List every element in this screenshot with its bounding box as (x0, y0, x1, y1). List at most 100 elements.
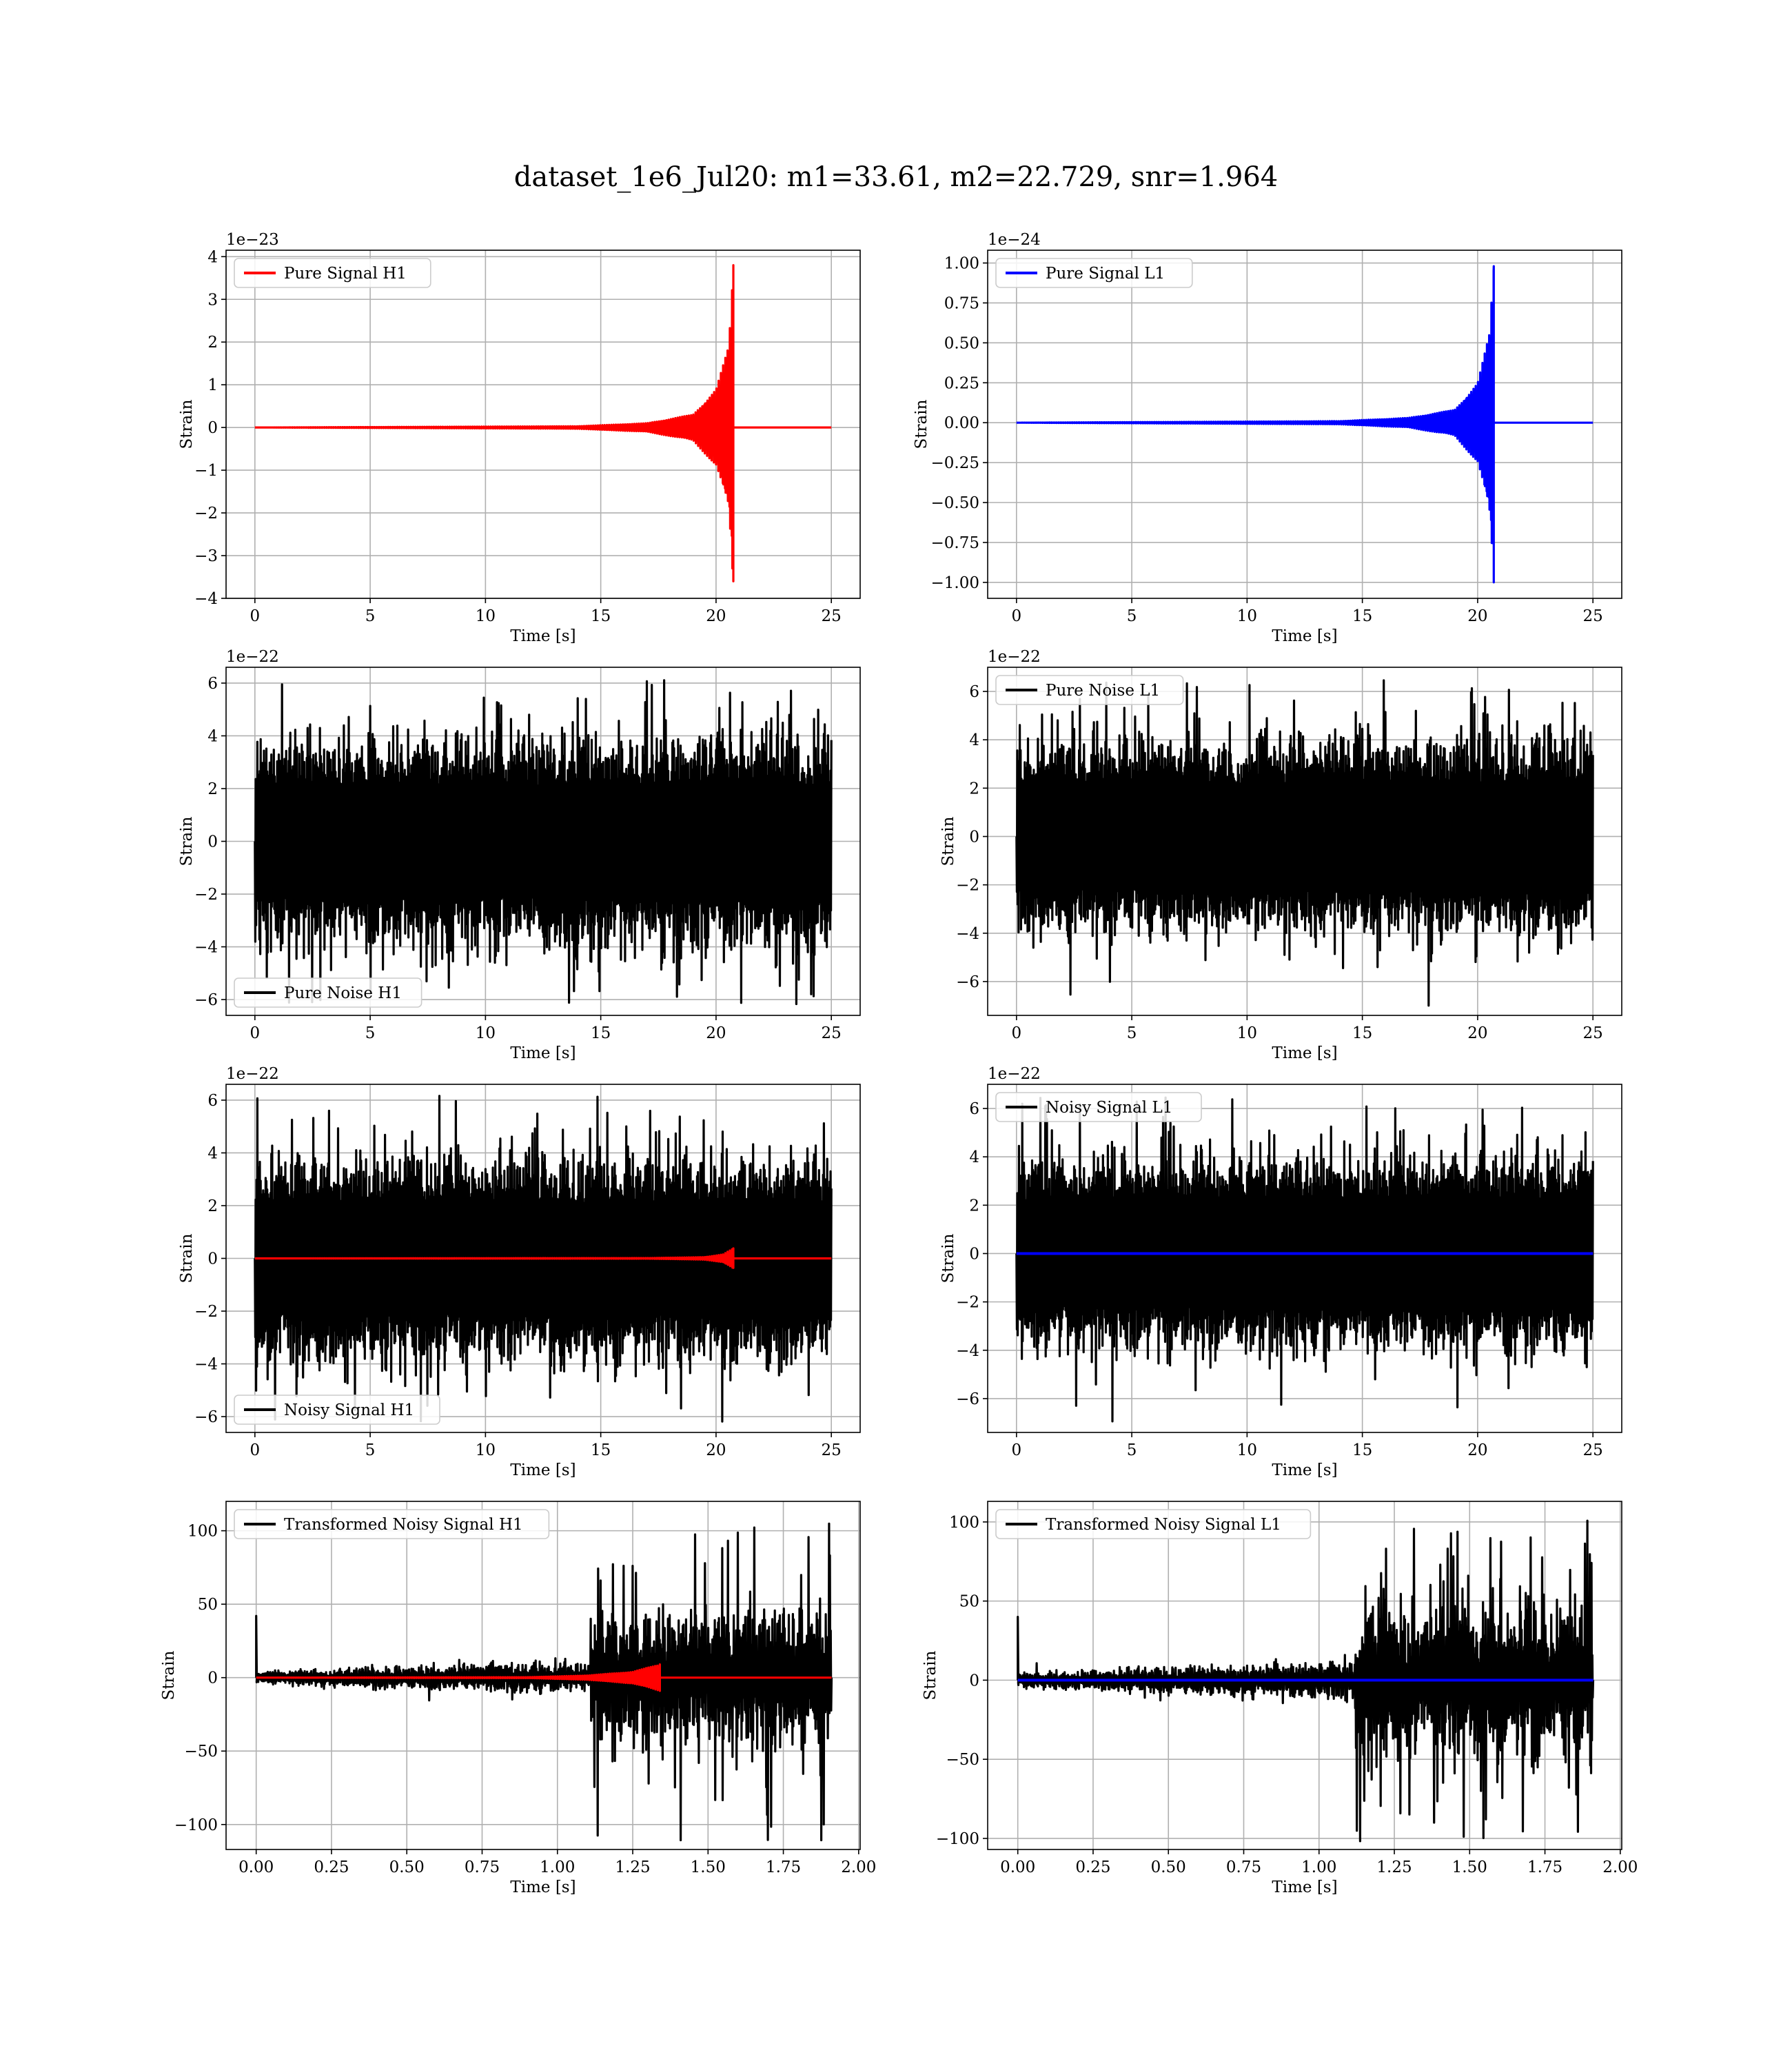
y-tick-label: 2 (207, 780, 218, 798)
x-tick-label: 1.25 (1376, 1858, 1412, 1876)
legend: Transformed Noisy Signal H1 (234, 1509, 550, 1539)
x-tick-label: 25 (1583, 1441, 1603, 1459)
axes-frame (225, 1501, 861, 1850)
x-tick-label: 2.00 (1602, 1858, 1638, 1876)
x-tick-label: 0 (250, 1024, 260, 1042)
y-tick-label: −2 (194, 505, 218, 523)
subplot-bottom-left: 0.00 0.25 0.50 0.75 1.00 1.25 1.50 1.75 2.00 100 5… (160, 1501, 876, 1896)
x-tick-label: 25 (822, 607, 842, 625)
y-tick-label: 4 (207, 248, 218, 266)
legend-label: Noisy Signal L1 (1046, 1099, 1172, 1117)
x-tick-label: 1.00 (540, 1858, 575, 1876)
y-tick-label: 0.00 (944, 414, 979, 432)
x-axis-label: Time [s] (1272, 627, 1337, 645)
legend-label: Pure Noise L1 (1046, 682, 1160, 700)
y-tick-label: 50 (959, 1593, 979, 1611)
legend-label: Pure Noise H1 (284, 984, 402, 1002)
y-tick-label: 0 (969, 828, 979, 846)
series-line-pure-noise-l1 (1015, 679, 1594, 1007)
x-tick-label: 0.75 (1226, 1858, 1261, 1876)
series-line-pure-signal-l1 (1015, 265, 1594, 584)
y-axis-label: Strain (939, 816, 957, 866)
legend-frame (234, 1509, 550, 1539)
y-tick-label: 4 (207, 1144, 218, 1162)
legend: Pure Signal L1 (995, 258, 1193, 288)
x-tick-label: 20 (706, 607, 726, 625)
x-tick-label: 10 (476, 1441, 496, 1459)
x-tick-label: 15 (591, 1024, 611, 1042)
x-tick-label: 0.75 (465, 1858, 500, 1876)
x-tick-label: 0.25 (314, 1858, 349, 1876)
y-tick-label: 0 (207, 1670, 218, 1687)
x-tick-label: 5 (365, 607, 376, 625)
y-tick-label: −50 (946, 1751, 979, 1769)
x-tick-label: 1.25 (615, 1858, 650, 1876)
plot-area (1015, 1096, 1594, 1423)
offset-text: 1e−22 (988, 648, 1041, 666)
legend-frame (995, 258, 1193, 288)
x-tick-label: 15 (1352, 1441, 1372, 1459)
y-tick-label: −4 (194, 939, 218, 957)
x-tick-label: 10 (476, 607, 496, 625)
x-tick-label: 10 (476, 1024, 496, 1042)
y-tick-label: −6 (956, 973, 979, 991)
y-tick-label: 1 (207, 376, 218, 394)
plot-area (1017, 1519, 1595, 1843)
legend-frame (995, 675, 1184, 705)
x-tick-label: 25 (1583, 1024, 1603, 1042)
axes-frame (987, 1501, 1622, 1850)
x-tick-label: 1.75 (766, 1858, 801, 1876)
x-tick-label: 0 (250, 1441, 260, 1459)
legend: Pure Noise H1 (234, 977, 422, 1008)
x-tick-label: 10 (1237, 1441, 1257, 1459)
axes-frame (987, 667, 1622, 1016)
legend-frame (234, 258, 431, 288)
y-tick-label: −4 (956, 1342, 979, 1360)
subplot-bottom-right: 0.00 0.25 0.50 0.75 1.00 1.25 1.50 1.75 2.00 100 5… (922, 1501, 1638, 1896)
offset-text: 1e−22 (226, 648, 279, 666)
y-tick-label: 2 (207, 1197, 218, 1215)
x-tick-label: 1.50 (691, 1858, 726, 1876)
x-tick-label: 0 (1011, 1024, 1021, 1042)
x-axis-label: Time [s] (510, 627, 576, 645)
axes-frame (987, 250, 1622, 599)
x-tick-label: 1.50 (1452, 1858, 1487, 1876)
y-tick-label: 2 (969, 780, 979, 798)
x-tick-label: 20 (706, 1441, 726, 1459)
y-tick-label: −3 (194, 547, 218, 565)
grid (226, 250, 860, 599)
y-tick-label: −2 (194, 1303, 218, 1321)
y-tick-label: −100 (174, 1816, 218, 1834)
y-tick-label: −6 (956, 1390, 979, 1408)
offset-text: 1e−22 (988, 1065, 1041, 1083)
x-axis-label: Time [s] (510, 1461, 576, 1479)
y-tick-label: −2 (194, 886, 218, 904)
x-tick-label: 20 (1467, 1441, 1487, 1459)
y-tick-label: 0.75 (944, 294, 979, 312)
x-tick-label: 15 (591, 1441, 611, 1459)
y-tick-label: −4 (194, 1356, 218, 1374)
offset-text: 1e−23 (226, 231, 279, 249)
x-tick-label: 20 (1467, 1024, 1487, 1042)
y-tick-label: 4 (969, 731, 979, 749)
axes-frame (987, 1084, 1622, 1433)
y-tick-label: 100 (949, 1514, 979, 1532)
offset-text: 1e−22 (226, 1065, 279, 1083)
x-tick-label: 0.00 (238, 1858, 274, 1876)
plot-area (1015, 265, 1594, 584)
x-tick-label: 5 (1127, 607, 1137, 625)
y-tick-label: 0.50 (944, 334, 979, 352)
legend-label: Noisy Signal H1 (284, 1401, 414, 1419)
y-axis-label: Strain (922, 1650, 939, 1700)
y-tick-label: 4 (207, 727, 218, 745)
x-tick-label: 0 (250, 607, 260, 625)
y-tick-label: −6 (194, 1408, 218, 1426)
y-tick-label: 6 (207, 675, 218, 693)
y-axis-label: Strain (178, 399, 196, 449)
